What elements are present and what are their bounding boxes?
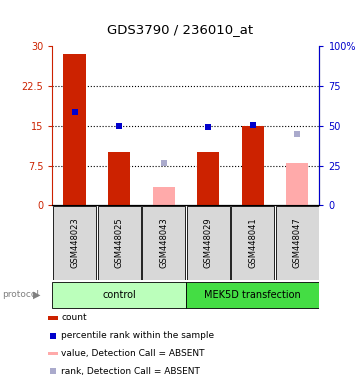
Bar	[186, 282, 319, 308]
Bar	[242, 126, 264, 205]
Text: value, Detection Call = ABSENT: value, Detection Call = ABSENT	[61, 349, 205, 358]
Bar	[52, 282, 186, 308]
Bar	[48, 316, 58, 320]
Text: control: control	[102, 290, 136, 300]
Bar	[108, 152, 130, 205]
Text: GSM448043: GSM448043	[159, 217, 168, 268]
Text: ▶: ▶	[33, 290, 41, 300]
Bar	[152, 187, 175, 205]
Bar	[48, 352, 58, 356]
Text: GSM448025: GSM448025	[115, 218, 123, 268]
Text: GSM448023: GSM448023	[70, 217, 79, 268]
Text: GSM448047: GSM448047	[293, 217, 302, 268]
Bar	[197, 152, 219, 205]
Bar	[276, 206, 319, 280]
Text: GSM448041: GSM448041	[248, 218, 257, 268]
Bar	[286, 163, 308, 205]
Text: protocol: protocol	[2, 290, 39, 299]
Text: count: count	[61, 313, 87, 323]
Text: rank, Detection Call = ABSENT: rank, Detection Call = ABSENT	[61, 367, 200, 376]
Text: GDS3790 / 236010_at: GDS3790 / 236010_at	[108, 23, 253, 36]
Text: MEK5D transfection: MEK5D transfection	[204, 290, 301, 300]
Bar	[231, 206, 274, 280]
Bar	[142, 206, 185, 280]
Text: GSM448029: GSM448029	[204, 218, 213, 268]
Bar	[98, 206, 140, 280]
Bar	[187, 206, 230, 280]
Bar	[64, 54, 86, 205]
Text: percentile rank within the sample: percentile rank within the sample	[61, 331, 214, 340]
Bar	[53, 206, 96, 280]
